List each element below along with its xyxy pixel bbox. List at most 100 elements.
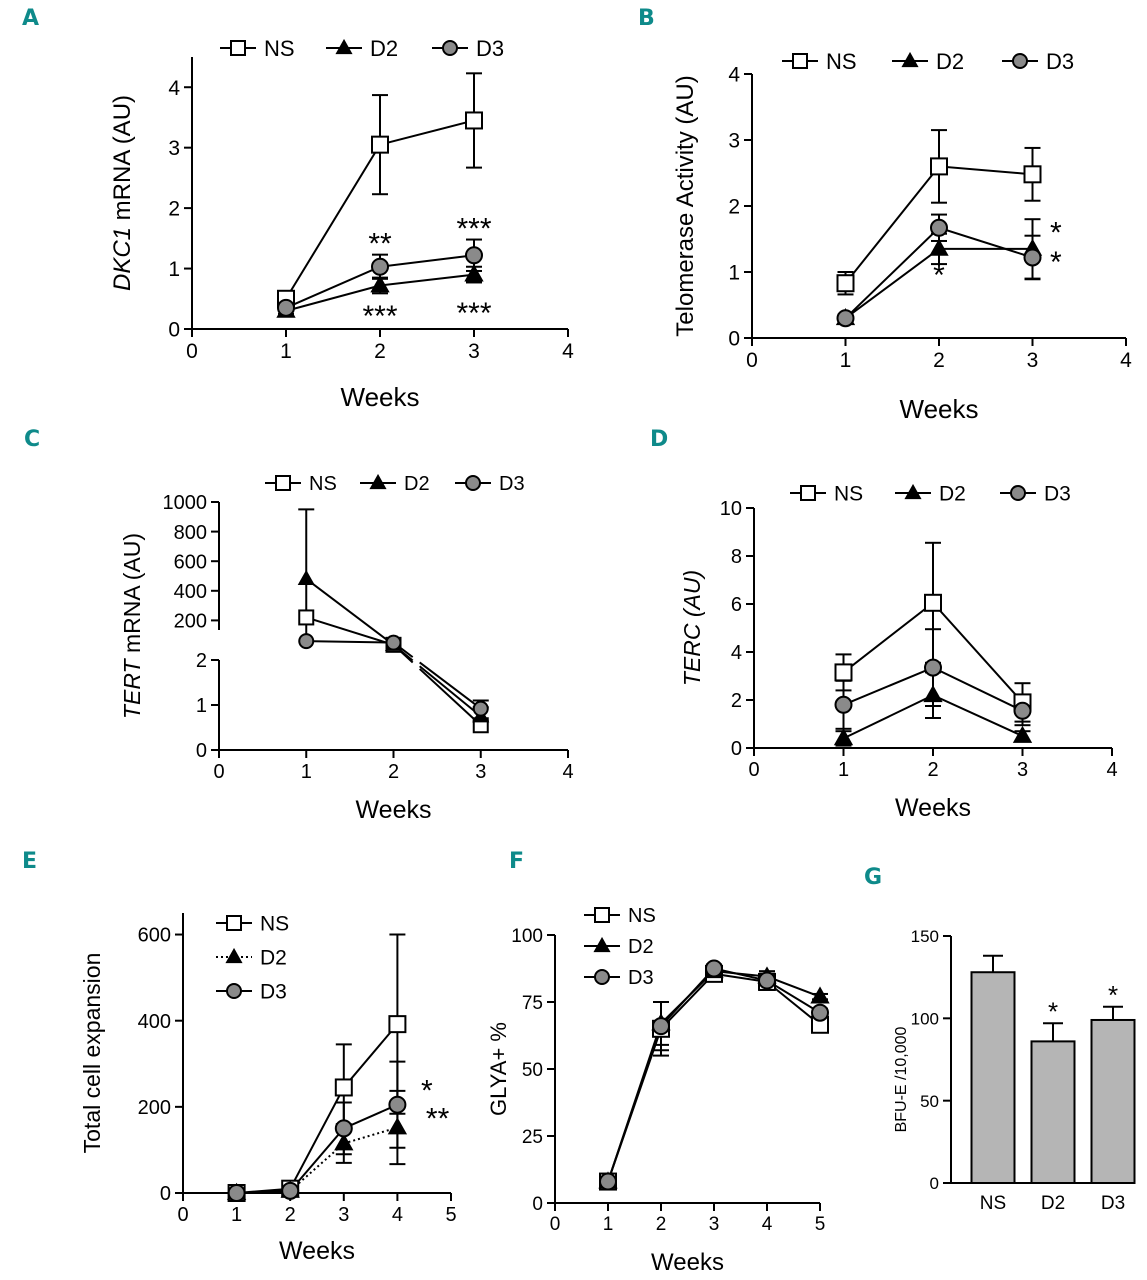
y-tick-label-E-0: 0 (160, 1183, 171, 1205)
legend-marker-A-NS (230, 40, 246, 56)
point-C-D2-1 (297, 569, 315, 586)
x-tick-label-F-5: 5 (815, 1214, 826, 1235)
point-A-D2-2 (370, 275, 390, 293)
point-B-NS-3 (1023, 165, 1042, 184)
legend-marker-A-D3 (442, 40, 458, 56)
x-tick-label-G-D2: D2 (1041, 1193, 1065, 1214)
x-tick-label-C-4: 4 (562, 761, 573, 783)
x-tick-label-E-3: 3 (338, 1204, 349, 1226)
point-D-D3-2 (924, 658, 942, 677)
y-tick-label-C-2: 2 (196, 650, 207, 672)
x-tick-label-A-0: 0 (186, 340, 198, 363)
y-tick-label-C-800: 800 (174, 522, 207, 544)
y-tick-label-E-600: 600 (138, 925, 171, 947)
series-line-lower-C-D3 (419, 661, 482, 710)
legend-label-D-D2: D2 (939, 483, 966, 506)
x-tick-label-G-NS: NS (980, 1193, 1006, 1214)
point-F-D3-3 (705, 959, 723, 978)
x-tick-label-D-1: 1 (838, 759, 849, 781)
legend-label-F-D3: D3 (628, 967, 654, 989)
panel-label-G: G (864, 865, 882, 890)
y-tick-label-G-0: 0 (930, 1174, 939, 1193)
series-line-F-D2 (607, 970, 821, 1182)
series-line-F-D3 (607, 967, 821, 1182)
point-D-NS-2 (924, 593, 942, 612)
y-axis-label-G: BFU-E /10,000 (893, 1026, 910, 1132)
point-F-D3-5 (811, 1003, 829, 1022)
y-tick-label-A-1: 1 (168, 258, 180, 281)
y-axis-label-D: TERC (AU) (679, 570, 705, 686)
x-tick-label-C-1: 1 (301, 761, 312, 783)
y-tick-label-B-0: 0 (728, 328, 740, 351)
panel-D: D 0 1 2 3 4 0 2 4 6 8 10 Weeks TERC (AU) NS D2 D3 (650, 427, 1118, 822)
y-tick-label-D-6: 6 (731, 594, 742, 616)
point-C-NS-1 (298, 609, 315, 626)
y-tick-label-A-0: 0 (168, 319, 180, 342)
point-A-D3-2 (371, 257, 389, 276)
legend-E: NS D2 D3 (216, 913, 289, 1004)
y-tick-label-C-600: 600 (174, 551, 207, 573)
panel-G: G 0 50 100 150 BFU-E /10,000 NS D2 * D3 * (864, 865, 1136, 1214)
legend-label-F-D2: D2 (628, 936, 654, 958)
series-line-E-NS (236, 1023, 399, 1194)
point-F-D2-5 (810, 986, 830, 1004)
panel-E: E 0 1 2 3 4 5 0 200 400 600 Weeks Total cell expansi… (22, 849, 457, 1265)
y-tick-label-B-1: 1 (728, 262, 740, 285)
x-tick-label-E-2: 2 (285, 1204, 296, 1226)
bar-D2 (1030, 1040, 1076, 1185)
legend-label-B-D3: D3 (1046, 49, 1074, 74)
point-F-D3-1 (599, 1172, 617, 1191)
legend-marker-C-NS (275, 475, 291, 491)
significance-E-0: * (421, 1074, 433, 1107)
x-tick-label-D-3: 3 (1017, 759, 1028, 781)
point-B-D3-3 (1023, 248, 1042, 267)
significance-A-0: ** (368, 227, 392, 260)
y-tick-label-G-100: 100 (911, 1009, 939, 1028)
point-B-NS-2 (930, 157, 948, 176)
x-tick-label-B-4: 4 (1120, 349, 1132, 372)
legend-marker-E-D2 (225, 947, 243, 964)
y-tick-label-D-4: 4 (731, 642, 742, 664)
point-D-D2-2 (923, 684, 943, 703)
panel-label-E: E (22, 849, 37, 874)
point-D-D3-1 (834, 695, 853, 714)
series-line-lower-C-D2 (419, 665, 482, 718)
y-tick-label-E-200: 200 (138, 1097, 171, 1119)
significance-A-2: *** (456, 212, 491, 245)
x-tick-label-A-1: 1 (280, 340, 292, 363)
x-tick-label-F-3: 3 (709, 1214, 720, 1235)
y-tick-label-G-150: 150 (911, 927, 939, 946)
series-E-D2 (236, 1089, 406, 1194)
legend-marker-D-D3 (1010, 485, 1026, 501)
x-tick-label-D-2: 2 (927, 759, 938, 781)
series-line-lower-C-NS (418, 668, 482, 726)
legend-label-A-NS: NS (264, 36, 295, 61)
series-line-upper-C-NS (305, 616, 394, 646)
x-tick-label-D-4: 4 (1106, 759, 1117, 781)
x-tick-label-A-2: 2 (374, 340, 386, 363)
panel-label-C: C (24, 427, 40, 452)
x-axis-label-C: Weeks (356, 796, 432, 824)
significance-G-D3: * (1108, 980, 1118, 1010)
legend-marker-D-NS (800, 485, 816, 501)
series-line-F-NS (607, 972, 821, 1182)
point-E-D3-4 (388, 1095, 407, 1114)
point-A-D2-3 (464, 264, 484, 282)
y-tick-label-C-400: 400 (174, 581, 207, 603)
x-tick-label-A-3: 3 (468, 340, 480, 363)
y-tick-label-D-8: 8 (731, 546, 742, 568)
x-axis-label-E: Weeks (279, 1237, 355, 1265)
significance-B-2: * (1050, 246, 1062, 279)
x-tick-label-B-2: 2 (933, 349, 945, 372)
legend-B: NS D2 D3 (782, 49, 1074, 74)
legend-label-C-NS: NS (309, 473, 337, 495)
panel-label-B: B (638, 6, 655, 31)
y-tick-label-F-25: 25 (522, 1127, 543, 1148)
x-tick-label-G-D3: D3 (1101, 1193, 1125, 1214)
panel-C: C 0 1 2 3 4 0 1 2 200 400 600 800 1000 Weeks TERT mRNA … (24, 427, 574, 824)
legend-label-C-D3: D3 (499, 473, 525, 495)
y-tick-label-B-3: 3 (728, 130, 740, 153)
bar-D3 (1090, 1018, 1136, 1184)
legend-label-F-NS: NS (628, 905, 656, 927)
